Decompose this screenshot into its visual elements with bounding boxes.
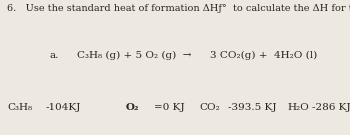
Text: CO₂: CO₂ <box>199 103 220 112</box>
Text: -286 KJ: -286 KJ <box>312 103 350 112</box>
Text: C₃H₈ (g) + 5 O₂ (g)  →: C₃H₈ (g) + 5 O₂ (g) → <box>77 51 191 60</box>
Text: H₂O: H₂O <box>287 103 309 112</box>
Text: -104KJ: -104KJ <box>46 103 81 112</box>
Text: C₃H₈: C₃H₈ <box>7 103 32 112</box>
Text: 3 CO₂(g) +  4H₂O (l): 3 CO₂(g) + 4H₂O (l) <box>210 51 317 60</box>
Text: 6.   Use the standard heat of formation ΔHƒ°  to calculate the ΔH for the reacti: 6. Use the standard heat of formation ΔH… <box>7 4 350 13</box>
Text: =0 KJ: =0 KJ <box>154 103 185 112</box>
Text: -393.5 KJ: -393.5 KJ <box>228 103 276 112</box>
Text: O₂: O₂ <box>126 103 140 112</box>
Text: a.: a. <box>49 51 58 60</box>
